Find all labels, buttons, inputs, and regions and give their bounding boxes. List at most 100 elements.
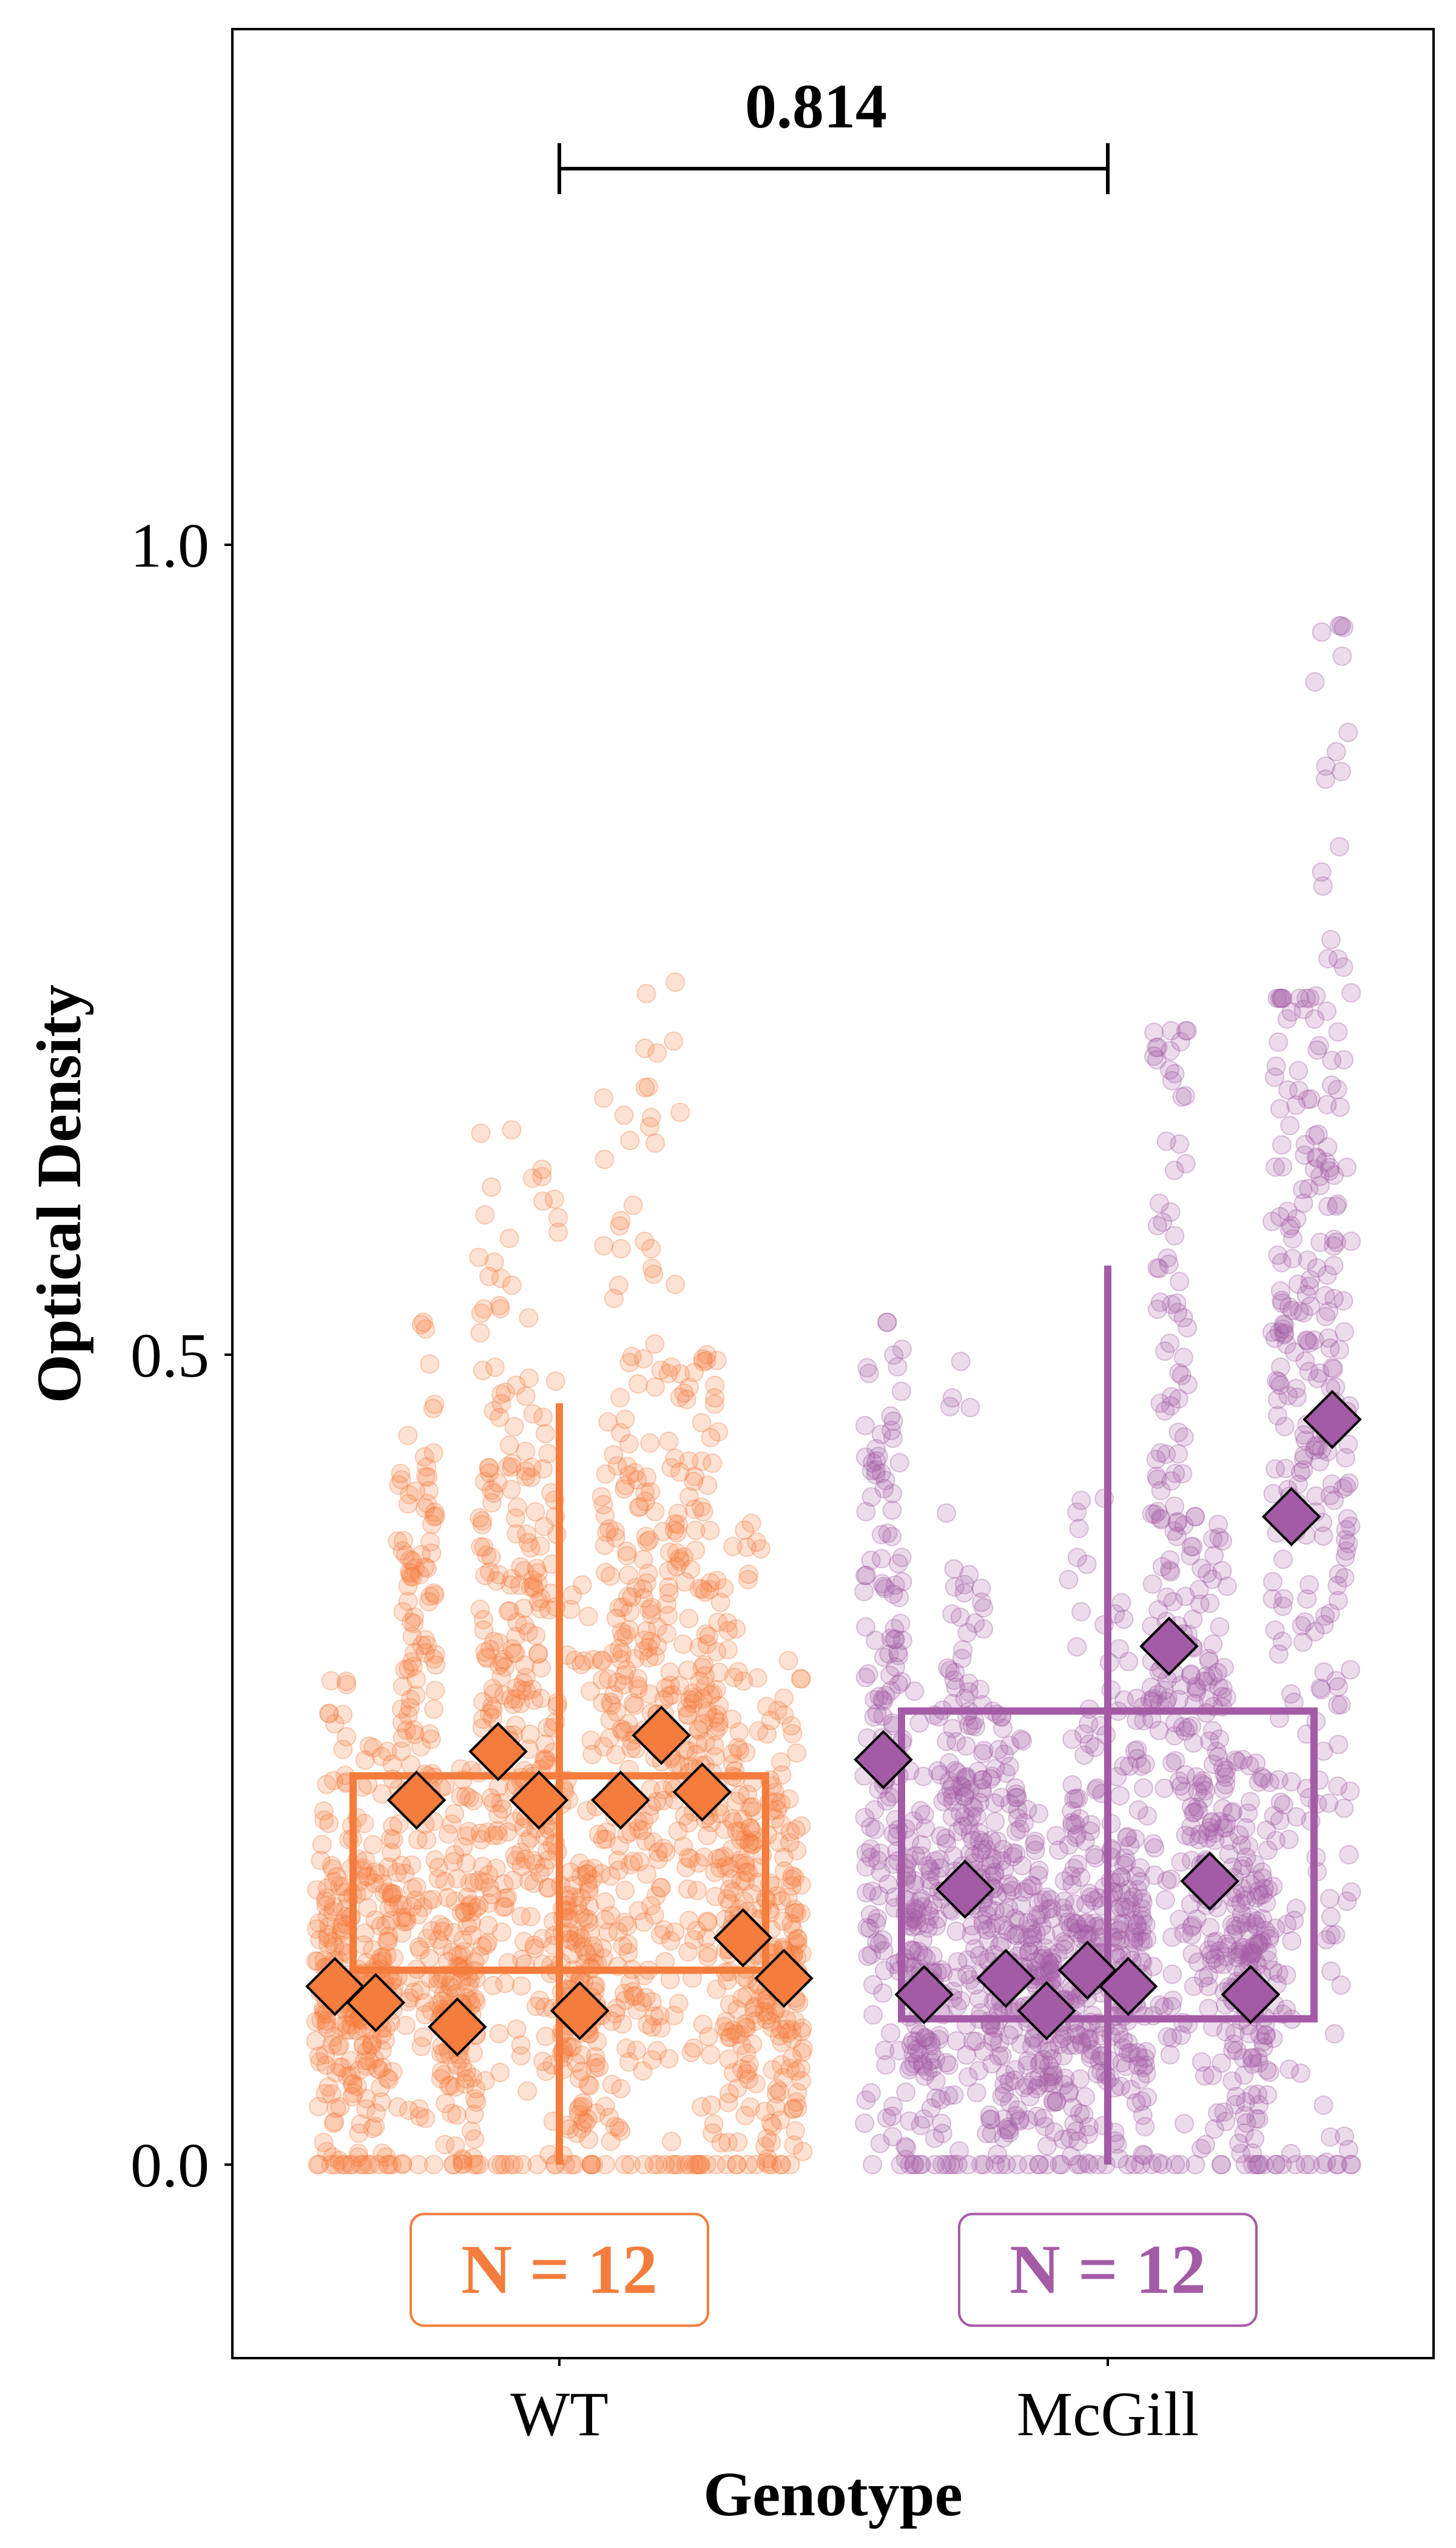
data-point (996, 2064, 1016, 2085)
data-point (402, 1626, 422, 1646)
data-point (666, 972, 686, 992)
data-point (571, 1866, 591, 1886)
y-tick-label: 1.0 (130, 511, 209, 581)
data-point (1145, 1838, 1165, 1858)
data-point (432, 1936, 452, 1956)
data-point (1289, 1061, 1309, 1080)
data-point (337, 1727, 357, 1747)
data-point (356, 2099, 376, 2119)
data-point (532, 1159, 552, 1179)
data-point (443, 2155, 463, 2174)
data-point (647, 2041, 667, 2061)
data-point (494, 2155, 514, 2174)
data-point (645, 1502, 665, 1522)
jitter-points-layer (306, 616, 1361, 2174)
data-point (433, 1992, 453, 2012)
data-point (463, 1791, 484, 1811)
data-point (442, 1978, 462, 1998)
data-point (738, 2060, 758, 2080)
data-point (506, 1715, 526, 1735)
data-point (498, 1602, 518, 1621)
data-point (596, 2155, 616, 2174)
data-point (1033, 2108, 1053, 2128)
data-point (456, 2062, 476, 2082)
data-point (472, 1511, 492, 1531)
data-point (479, 1704, 499, 1724)
data-point (1262, 1572, 1282, 1592)
data-point (422, 1543, 442, 1563)
data-point (453, 2058, 473, 2077)
data-point (500, 1575, 521, 1595)
data-point (1158, 2027, 1178, 2047)
data-point (573, 2097, 593, 2117)
data-point (524, 1873, 544, 1893)
data-point (521, 1468, 541, 1488)
data-point (484, 1825, 504, 1845)
data-point (474, 1472, 494, 1492)
data-point (395, 1912, 414, 1932)
data-point (391, 1699, 411, 1719)
data-point (393, 1541, 413, 1561)
data-point (435, 2135, 455, 2154)
data-point (578, 2109, 598, 2129)
data-point (393, 2154, 413, 2174)
data-point (1160, 1550, 1180, 1570)
data-point (381, 1828, 400, 1849)
data-point (447, 1869, 467, 1889)
data-point (531, 1588, 551, 1608)
data-point (606, 1608, 626, 1628)
data-point (1188, 1952, 1208, 1972)
data-point (1168, 1444, 1188, 1464)
data-point (1313, 2095, 1333, 2115)
data-point (1075, 1831, 1095, 1851)
data-point (404, 1614, 424, 1634)
data-point (566, 1933, 586, 1953)
data-point (1305, 1009, 1324, 1029)
data-point (1270, 1357, 1290, 1377)
data-point (489, 1633, 509, 1653)
data-point (397, 1721, 417, 1741)
data-point (336, 2015, 356, 2035)
data-point (501, 1480, 521, 1500)
data-point (462, 1926, 482, 1945)
data-point (463, 2148, 483, 2168)
data-point (592, 1938, 612, 1958)
data-point (1273, 1549, 1293, 1569)
data-point (424, 1583, 444, 1603)
data-point (466, 1992, 486, 2012)
data-point (595, 1892, 615, 1912)
data-point (404, 1982, 424, 2002)
data-point (480, 1639, 500, 1659)
data-point (684, 2155, 704, 2174)
data-point (604, 1289, 624, 1309)
data-point (482, 1177, 502, 1197)
data-point (475, 1205, 495, 1225)
data-point (307, 1880, 327, 1900)
data-point (381, 1911, 401, 1930)
data-point (358, 1867, 378, 1886)
data-point (510, 1576, 530, 1596)
data-point (351, 2155, 371, 2174)
data-point (1068, 2155, 1088, 2174)
data-point (598, 1412, 618, 1432)
data-point (701, 1427, 721, 1448)
data-point (614, 1105, 634, 1125)
data-point (517, 2081, 538, 2101)
data-point (516, 1461, 536, 1481)
data-point (411, 1315, 431, 1335)
data-point (473, 1361, 493, 1381)
data-point (1273, 1596, 1293, 1616)
data-point (505, 1812, 525, 1832)
data-point (398, 1576, 418, 1596)
data-point (1210, 1617, 1230, 1637)
data-point (678, 1942, 698, 1962)
data-point (533, 1407, 553, 1427)
data-point (883, 1411, 903, 1431)
data-point (615, 1881, 635, 1900)
data-point (467, 1898, 487, 1918)
data-point (647, 1043, 667, 1063)
data-point (595, 1150, 615, 1170)
data-point (594, 1236, 614, 1256)
data-point (349, 2123, 369, 2143)
data-point (1341, 983, 1361, 1003)
